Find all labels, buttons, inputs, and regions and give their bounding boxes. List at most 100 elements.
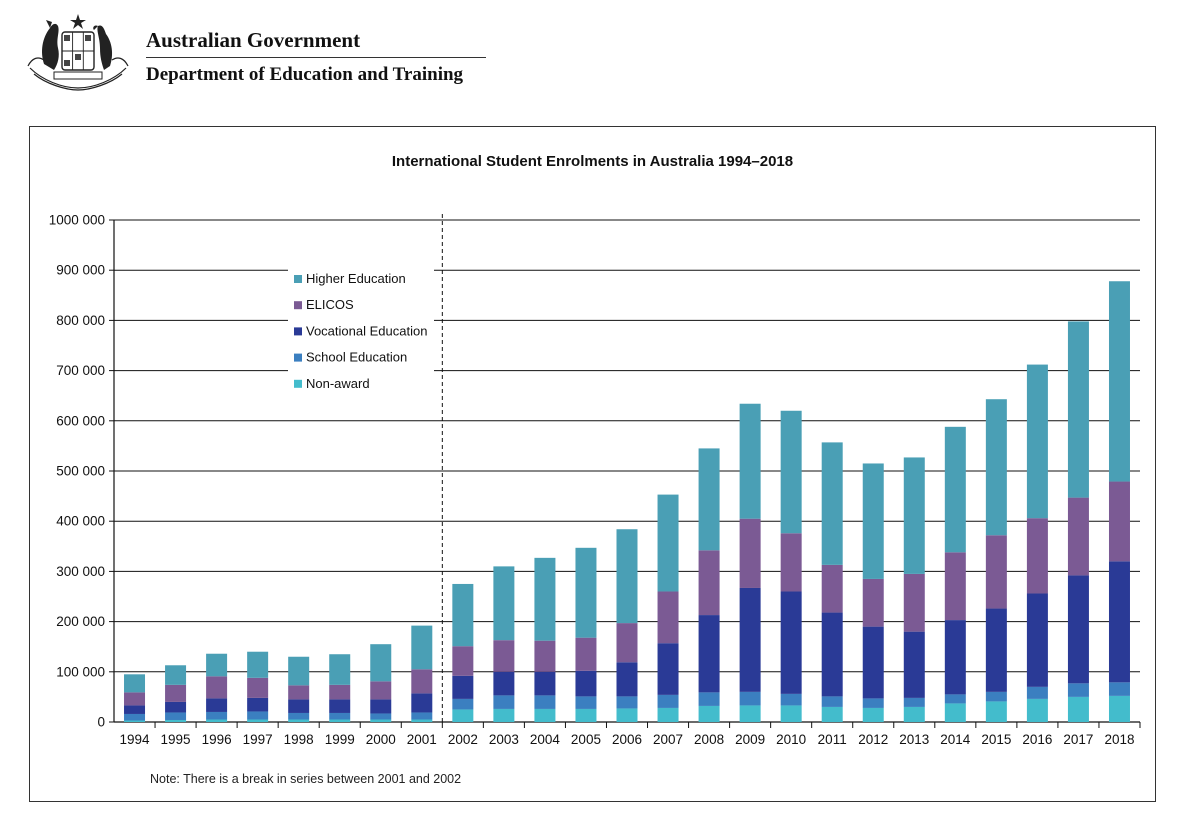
bar-school-education-2001 bbox=[411, 712, 433, 720]
bar-elicos-2000 bbox=[370, 681, 392, 700]
y-tick-label: 400 000 bbox=[56, 514, 105, 529]
y-tick-label: 300 000 bbox=[56, 564, 105, 579]
bar-vocational-education-2011 bbox=[821, 612, 843, 697]
bar-non-award-2013 bbox=[903, 706, 925, 722]
bar-elicos-2005 bbox=[575, 637, 597, 671]
bar-non-award-2002 bbox=[452, 709, 474, 722]
bar-school-education-2005 bbox=[575, 696, 597, 709]
bar-school-education-2018 bbox=[1108, 682, 1130, 696]
x-tick-label: 2008 bbox=[694, 732, 724, 747]
bar-school-education-2003 bbox=[493, 695, 515, 709]
bar-vocational-education-2002 bbox=[452, 675, 474, 699]
bar-elicos-1996 bbox=[206, 676, 228, 699]
chart-note: Note: There is a break in series between… bbox=[150, 772, 462, 786]
bar-non-award-2001 bbox=[411, 719, 433, 722]
x-tick-label: 1999 bbox=[325, 732, 355, 747]
bar-non-award-1994 bbox=[124, 720, 146, 722]
bar-higher-education-2013 bbox=[903, 457, 925, 574]
bar-higher-education-1996 bbox=[206, 653, 228, 677]
bar-school-education-2014 bbox=[944, 694, 966, 704]
bar-vocational-education-2006 bbox=[616, 662, 638, 697]
bar-higher-education-2002 bbox=[452, 583, 474, 647]
bar-non-award-1997 bbox=[247, 719, 269, 722]
x-tick-label: 2012 bbox=[858, 732, 888, 747]
bar-school-education-2000 bbox=[370, 713, 392, 720]
bar-non-award-2004 bbox=[534, 708, 556, 722]
x-tick-label: 2002 bbox=[448, 732, 478, 747]
bar-school-education-2011 bbox=[821, 696, 843, 707]
legend-swatch bbox=[294, 327, 302, 336]
legend-label: Non-award bbox=[306, 376, 370, 391]
y-tick-label: 800 000 bbox=[56, 313, 105, 328]
bar-school-education-1995 bbox=[165, 712, 187, 720]
bar-vocational-education-1995 bbox=[165, 701, 187, 713]
legend-swatch bbox=[294, 353, 302, 362]
bar-school-education-1997 bbox=[247, 711, 269, 720]
x-tick-label: 2007 bbox=[653, 732, 683, 747]
bar-higher-education-2001 bbox=[411, 625, 433, 670]
x-tick-label: 1997 bbox=[243, 732, 273, 747]
bar-vocational-education-2001 bbox=[411, 693, 433, 713]
bar-elicos-2010 bbox=[780, 533, 802, 592]
x-tick-label: 2017 bbox=[1063, 732, 1093, 747]
bar-vocational-education-2016 bbox=[1026, 593, 1048, 687]
bar-school-education-1999 bbox=[329, 712, 351, 720]
legend-label: ELICOS bbox=[306, 297, 354, 312]
bar-school-education-2009 bbox=[739, 691, 761, 706]
x-tick-label: 2018 bbox=[1104, 732, 1134, 747]
bar-non-award-2006 bbox=[616, 708, 638, 722]
bar-school-education-2004 bbox=[534, 695, 556, 709]
x-tick-label: 2004 bbox=[530, 732, 561, 747]
x-tick-label: 2014 bbox=[940, 732, 971, 747]
x-tick-label: 2003 bbox=[489, 732, 519, 747]
bar-non-award-2007 bbox=[657, 707, 679, 722]
bar-higher-education-2005 bbox=[575, 547, 597, 638]
bar-higher-education-2011 bbox=[821, 442, 843, 565]
x-tick-label: 2016 bbox=[1022, 732, 1052, 747]
bar-vocational-education-2018 bbox=[1108, 561, 1130, 683]
bar-elicos-2016 bbox=[1026, 518, 1048, 594]
bar-non-award-1999 bbox=[329, 719, 351, 722]
bar-non-award-2009 bbox=[739, 705, 761, 722]
bar-elicos-2012 bbox=[862, 578, 884, 627]
bar-vocational-education-2014 bbox=[944, 620, 966, 695]
agency-header: Australian Government Department of Educ… bbox=[18, 6, 498, 96]
bar-higher-education-2006 bbox=[616, 529, 638, 624]
bar-school-education-1996 bbox=[206, 711, 228, 720]
bar-non-award-2017 bbox=[1067, 696, 1089, 722]
bar-non-award-1995 bbox=[165, 719, 187, 722]
bar-vocational-education-2000 bbox=[370, 699, 392, 714]
bar-vocational-education-2009 bbox=[739, 587, 761, 692]
bar-non-award-2000 bbox=[370, 719, 392, 722]
bar-non-award-2012 bbox=[862, 707, 884, 722]
bar-elicos-2017 bbox=[1067, 497, 1089, 576]
bar-elicos-1994 bbox=[124, 692, 146, 706]
bar-vocational-education-2007 bbox=[657, 643, 679, 695]
bar-elicos-1997 bbox=[247, 677, 269, 698]
header-divider bbox=[146, 57, 486, 58]
bar-higher-education-1999 bbox=[329, 654, 351, 685]
x-tick-label: 1995 bbox=[161, 732, 191, 747]
bar-school-education-2007 bbox=[657, 694, 679, 708]
bar-school-education-2015 bbox=[985, 691, 1007, 702]
bar-non-award-2003 bbox=[493, 708, 515, 722]
chart-panel: International Student Enrolments in Aust… bbox=[29, 126, 1156, 802]
bar-school-education-2008 bbox=[698, 692, 720, 706]
bar-elicos-2007 bbox=[657, 591, 679, 644]
legend-swatch bbox=[294, 379, 302, 388]
legend-box bbox=[288, 265, 434, 406]
bar-school-education-1994 bbox=[124, 713, 146, 721]
bar-higher-education-2015 bbox=[985, 399, 1007, 536]
bar-elicos-2011 bbox=[821, 564, 843, 613]
bar-higher-education-1997 bbox=[247, 651, 269, 678]
bar-elicos-2003 bbox=[493, 640, 515, 672]
y-tick-label: 700 000 bbox=[56, 363, 105, 378]
bar-non-award-2016 bbox=[1026, 698, 1048, 722]
bar-higher-education-2016 bbox=[1026, 364, 1048, 519]
bar-higher-education-1995 bbox=[165, 665, 187, 685]
bar-vocational-education-2017 bbox=[1067, 575, 1089, 684]
bar-non-award-2010 bbox=[780, 705, 802, 722]
bar-school-education-2016 bbox=[1026, 686, 1048, 699]
bar-vocational-education-2003 bbox=[493, 671, 515, 696]
bar-vocational-education-2004 bbox=[534, 671, 556, 696]
